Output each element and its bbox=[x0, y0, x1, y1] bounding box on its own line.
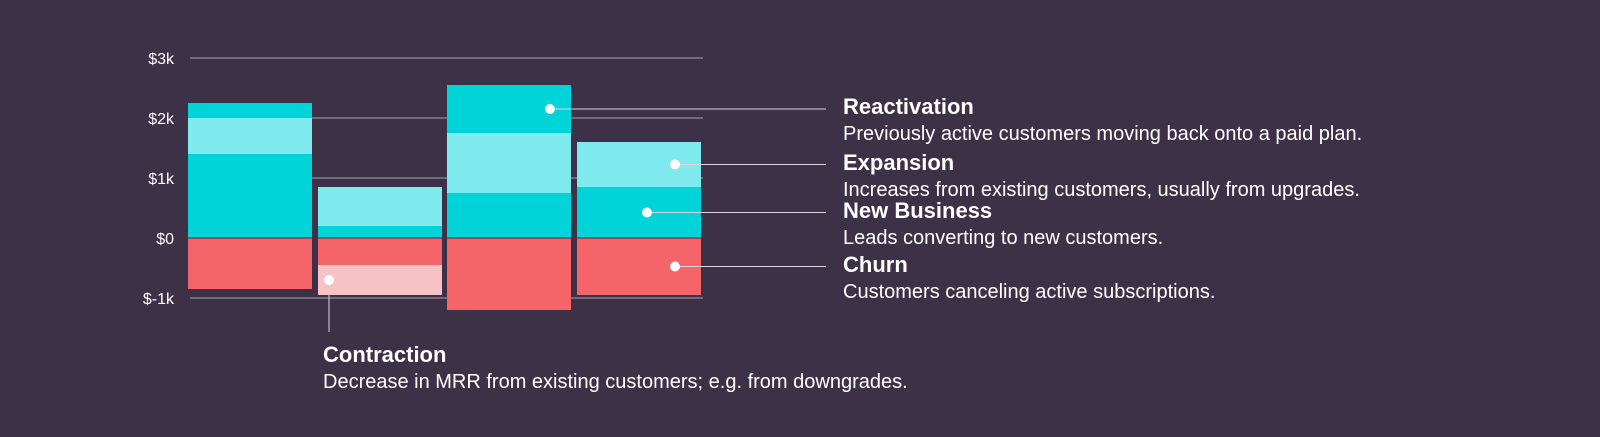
y-tick-label: $1k bbox=[148, 171, 175, 188]
bar-contraction-2 bbox=[318, 265, 442, 295]
leader-dot-contraction bbox=[324, 275, 334, 285]
bar-expansion-1 bbox=[188, 118, 312, 154]
y-tick-label: $3k bbox=[148, 51, 175, 68]
annotation-expansion: Expansion Increases from existing custom… bbox=[843, 149, 1360, 203]
annotation-churn-title: Churn bbox=[843, 251, 908, 277]
bar-churn-3 bbox=[447, 238, 571, 310]
y-tick-label: $0 bbox=[156, 231, 174, 248]
annotation-new-business-title: New Business bbox=[843, 197, 993, 223]
annotation-contraction-title: Contraction bbox=[323, 342, 447, 367]
y-tick-label: $-1k bbox=[143, 291, 175, 308]
annotation-new-business: New Business Leads converting to new cus… bbox=[843, 197, 1163, 251]
annotation-expansion-text: Increases from existing customers, usual… bbox=[843, 178, 1360, 201]
bar-expansion-2 bbox=[318, 187, 442, 226]
annotation-expansion-title: Expansion bbox=[843, 149, 955, 175]
bar-reactivation-1 bbox=[188, 103, 312, 118]
leader-dot-reactivation bbox=[545, 104, 555, 114]
bar-new-business-1 bbox=[188, 154, 312, 238]
annotation-reactivation-title: Reactivation bbox=[843, 94, 974, 119]
annotation-reactivation: Reactivation Previously active customers… bbox=[843, 93, 1362, 147]
annotation-contraction-text: Decrease in MRR from existing customers;… bbox=[323, 371, 908, 393]
bar-new-business-2 bbox=[318, 226, 442, 238]
annotation-reactivation-text: Previously active customers moving back … bbox=[843, 123, 1363, 145]
leader-dot-churn bbox=[670, 261, 680, 272]
bar-churn-1 bbox=[188, 238, 312, 289]
y-tick-label: $2k bbox=[148, 111, 175, 128]
annotation-churn: Churn Customers canceling active subscri… bbox=[843, 251, 1215, 305]
annotation-new-business-text: Leads converting to new customers. bbox=[843, 226, 1164, 249]
annotation-churn-text: Customers canceling active subscriptions… bbox=[843, 280, 1216, 303]
bar-churn-2 bbox=[318, 238, 442, 265]
leader-dot-new-business bbox=[642, 207, 652, 218]
bar-new-business-3 bbox=[447, 193, 571, 238]
bar-expansion-3 bbox=[447, 133, 571, 193]
leader-dot-expansion bbox=[670, 159, 680, 170]
annotation-contraction: Contraction Decrease in MRR from existin… bbox=[323, 341, 908, 395]
